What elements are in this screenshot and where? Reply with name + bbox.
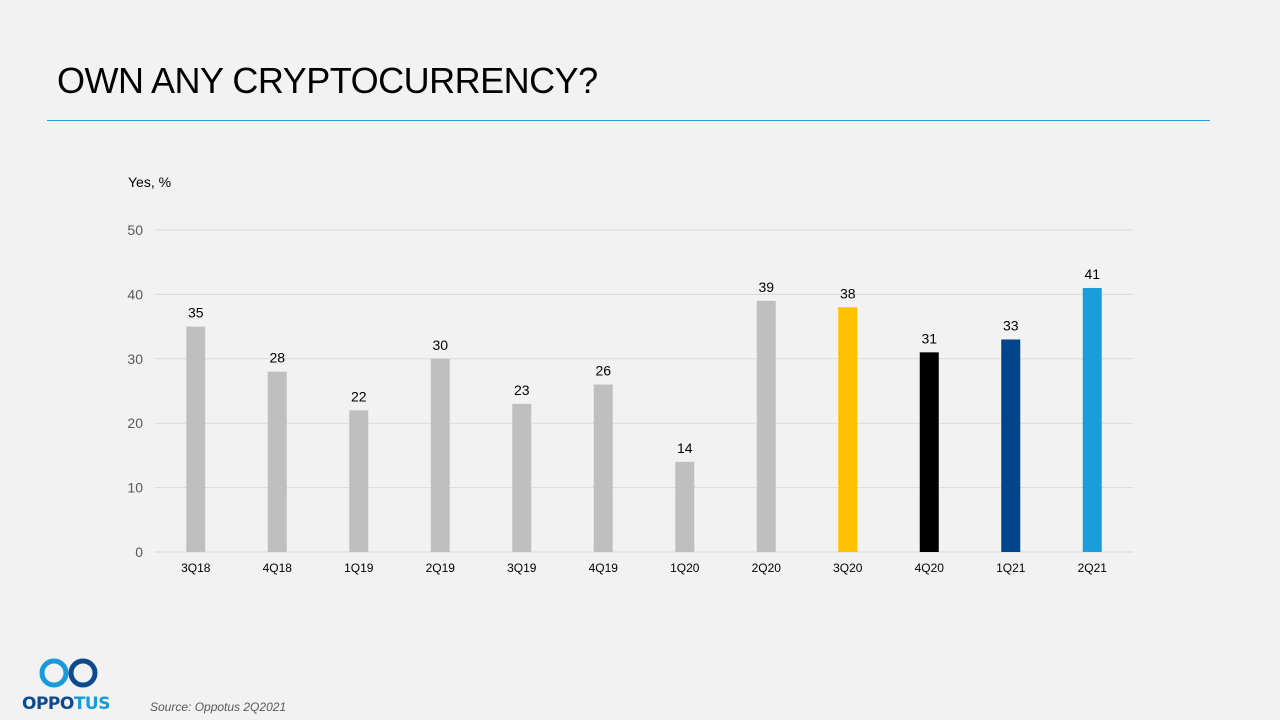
logo-text-light: TUS bbox=[73, 694, 111, 714]
x-tick-label: 1Q21 bbox=[996, 561, 1026, 575]
y-tick-labels: 0 10 20 30 40 50 bbox=[127, 222, 143, 560]
x-tick-label: 4Q20 bbox=[915, 561, 945, 575]
y-tick-label: 50 bbox=[127, 222, 143, 238]
data-label: 41 bbox=[1084, 266, 1100, 282]
y-tick-label: 0 bbox=[135, 544, 143, 560]
bar-4Q20 bbox=[919, 352, 939, 552]
bar-4Q19 bbox=[593, 384, 613, 552]
bar-1Q21 bbox=[1001, 339, 1021, 552]
bar-4Q18 bbox=[267, 371, 287, 552]
data-label: 31 bbox=[921, 330, 937, 346]
y-axis-label: Yes, % bbox=[128, 174, 171, 190]
data-label: 23 bbox=[514, 382, 530, 398]
x-tick-label: 4Q19 bbox=[589, 561, 619, 575]
y-tick-label: 10 bbox=[127, 480, 143, 496]
gridlines bbox=[155, 229, 1133, 553]
bar-2Q21 bbox=[1082, 287, 1102, 552]
data-label: 30 bbox=[432, 337, 448, 353]
x-tick-labels: 3Q18 4Q18 1Q19 2Q19 3Q19 4Q19 1Q20 2Q20 3Q20 4Q20… bbox=[181, 561, 1107, 575]
data-label: 39 bbox=[758, 279, 774, 295]
data-label: 38 bbox=[840, 285, 856, 301]
infinity-rings-icon bbox=[39, 658, 98, 688]
data-label: 26 bbox=[595, 363, 611, 379]
source-note: Source: Oppotus 2Q2021 bbox=[150, 700, 287, 714]
bar-1Q19 bbox=[349, 410, 369, 552]
x-tick-label: 1Q20 bbox=[670, 561, 700, 575]
logo-text-dark: OPPO bbox=[22, 694, 74, 714]
x-tick-label: 2Q21 bbox=[1078, 561, 1108, 575]
y-tick-label: 20 bbox=[127, 415, 143, 431]
bar-3Q18 bbox=[186, 326, 206, 552]
y-tick-label: 30 bbox=[127, 351, 143, 367]
logo-wordmark: OPPOTUS bbox=[22, 694, 110, 714]
data-label: 35 bbox=[188, 305, 204, 321]
x-tick-label: 2Q20 bbox=[752, 561, 782, 575]
data-labels: 35 28 22 30 23 26 14 39 38 31 33 41 bbox=[188, 266, 1100, 456]
data-label: 28 bbox=[269, 350, 285, 366]
data-label: 33 bbox=[1003, 317, 1019, 333]
data-label: 22 bbox=[351, 388, 367, 404]
slide-title: OWN ANY CRYPTOCURRENCY? bbox=[57, 60, 598, 101]
title-divider bbox=[47, 120, 1210, 121]
bar-1Q20 bbox=[675, 461, 695, 552]
x-tick-label: 2Q19 bbox=[426, 561, 456, 575]
bar-2Q19 bbox=[430, 358, 450, 552]
x-tick-label: 3Q19 bbox=[507, 561, 537, 575]
x-tick-label: 3Q20 bbox=[833, 561, 863, 575]
bars bbox=[186, 287, 1102, 552]
bar-3Q19 bbox=[512, 403, 532, 552]
data-label: 14 bbox=[677, 440, 693, 456]
x-tick-label: 4Q18 bbox=[263, 561, 293, 575]
x-tick-label: 1Q19 bbox=[344, 561, 374, 575]
y-tick-label: 40 bbox=[127, 286, 143, 302]
bar-3Q20 bbox=[838, 307, 858, 552]
x-tick-label: 3Q18 bbox=[181, 561, 211, 575]
oppotus-logo: OPPOTUS bbox=[22, 656, 122, 716]
bar-2Q20 bbox=[756, 300, 776, 552]
